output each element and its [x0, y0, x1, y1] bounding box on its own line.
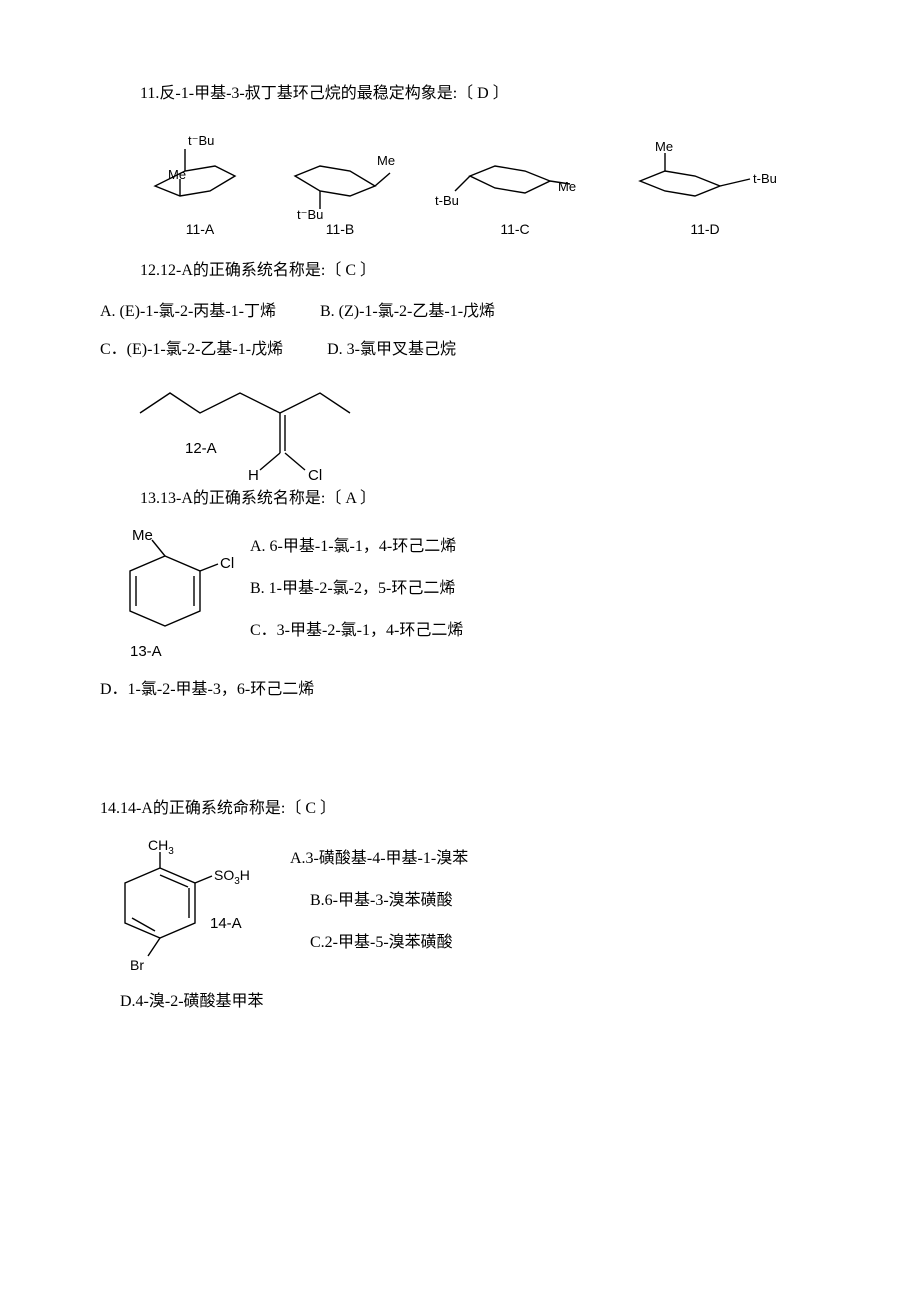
q11d-tbu: t-Bu — [753, 171, 777, 186]
q11-label-d: 11-D — [690, 221, 719, 237]
q14-optC: C.2-甲基-5-溴苯磺酸 — [310, 928, 820, 952]
q12-cl: Cl — [308, 467, 322, 484]
q12-figure: H Cl 12-A — [120, 375, 820, 485]
q11-fig-d: Me t-Bu 11-D — [610, 121, 800, 237]
q11c-me: Me — [558, 179, 576, 194]
q11-figures: t⁻Bu Me 11-A Me t⁻Bu 11-B — [130, 121, 820, 237]
q11-stem: 11.反-1-甲基-3-叔丁基环己烷的最稳定构象是:〔 D 〕 — [140, 80, 820, 109]
q13-cl: Cl — [220, 555, 234, 572]
q11-fig-a: t⁻Bu Me 11-A — [130, 121, 270, 237]
q11-label-b: 11-B — [326, 221, 355, 237]
q14-label: 14-A — [210, 915, 242, 932]
q14-optA: A.3-磺酸基-4-甲基-1-溴苯 — [290, 844, 820, 868]
q13-label: 13-A — [130, 643, 162, 660]
q13-me: Me — [132, 527, 153, 544]
q14-so3h: SO3H — [214, 867, 250, 887]
q11c-tbu: t-Bu — [435, 193, 459, 208]
q11-label-a: 11-A — [186, 221, 215, 237]
q12-h: H — [248, 467, 259, 484]
q14-block: CH3 SO3H Br 14-A A.3-磺酸基-4-甲基-1-溴苯 B.6-甲… — [110, 838, 820, 988]
q13-stem: 13.13-A的正确系统名称是:〔 A 〕 — [140, 485, 820, 514]
q11d-me: Me — [655, 139, 673, 154]
q14-optD: D.4-溴-2-磺酸基甲苯 — [120, 988, 820, 1017]
q11-fig-c: Me t-Bu 11-C — [430, 121, 600, 237]
q13-optA: A. 6-甲基-1-氯-1，4-环己二烯 — [250, 532, 820, 556]
q14-figure: CH3 SO3H Br 14-A — [110, 838, 290, 988]
q12-optB: B. (Z)-1-氯-2-乙基-1-戊烯 — [320, 303, 495, 320]
q11b-tbu: t⁻Bu — [297, 207, 323, 221]
q11a-tbu: t⁻Bu — [188, 133, 214, 148]
q11-label-c: 11-C — [500, 221, 529, 237]
q12-optD: D. 3-氯甲叉基己烷 — [327, 341, 456, 358]
q11b-me: Me — [377, 153, 395, 168]
q12-label: 12-A — [185, 440, 217, 457]
q12-optA: A. (E)-1-氯-2-丙基-1-丁烯 — [100, 303, 276, 320]
q11-fig-b: Me t⁻Bu 11-B — [265, 121, 415, 237]
q14-ch3: CH3 — [148, 838, 174, 857]
q12-optC: C．(E)-1-氯-2-乙基-1-戊烯 — [100, 341, 283, 358]
q11a-me: Me — [168, 167, 186, 182]
q13-figure: Me Cl 13-A — [110, 526, 250, 676]
q13-optC: C．3-甲基-2-氯-1，4-环己二烯 — [250, 616, 820, 640]
q12-options-row2: C．(E)-1-氯-2-乙基-1-戊烯 D. 3-氯甲叉基己烷 — [100, 336, 820, 365]
q13-block: Me Cl 13-A A. 6-甲基-1-氯-1，4-环己二烯 B. 1-甲基-… — [110, 526, 820, 676]
q14-br: Br — [130, 957, 144, 973]
q14-optB: B.6-甲基-3-溴苯磺酸 — [310, 886, 820, 910]
q12-options-row1: A. (E)-1-氯-2-丙基-1-丁烯 B. (Z)-1-氯-2-乙基-1-戊… — [100, 298, 820, 327]
q13-optD: D．1-氯-2-甲基-3，6-环己二烯 — [100, 676, 820, 705]
q14-stem: 14.14-A的正确系统命称是:〔 C 〕 — [100, 795, 820, 824]
q13-optB: B. 1-甲基-2-氯-2，5-环己二烯 — [250, 574, 820, 598]
q12-stem: 12.12-A的正确系统名称是:〔 C 〕 — [140, 257, 820, 286]
